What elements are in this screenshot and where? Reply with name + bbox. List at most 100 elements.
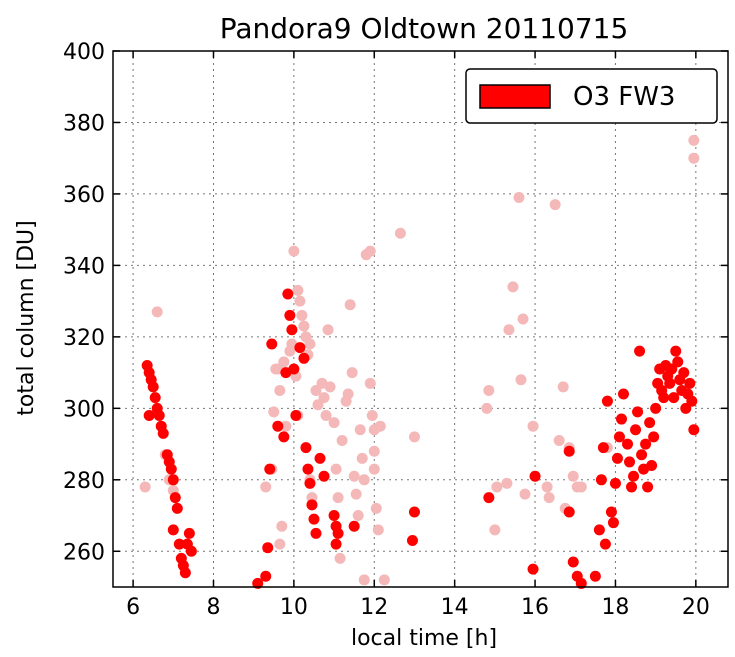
data-point (308, 513, 320, 525)
data-point (354, 424, 366, 436)
data-point (622, 438, 634, 450)
data-point (543, 492, 555, 504)
data-point (632, 406, 644, 418)
data-point (378, 574, 390, 586)
data-point (344, 299, 356, 311)
plot-frame (112, 50, 729, 588)
data-point (296, 309, 308, 321)
data-point (567, 556, 579, 568)
data-point (286, 324, 298, 336)
data-point (330, 538, 342, 550)
y-tick-label: 280 (63, 469, 105, 494)
data-point (372, 524, 384, 536)
data-point (640, 438, 652, 450)
data-point (298, 352, 310, 364)
data-point (626, 481, 638, 493)
data-point (406, 535, 418, 547)
chart-title: Pandora9 Oldtown 20110715 (220, 12, 629, 45)
data-point (589, 570, 601, 582)
data-point (358, 474, 370, 486)
data-point (519, 488, 531, 500)
data-point (364, 377, 376, 389)
data-point (575, 577, 587, 589)
data-point (563, 445, 575, 457)
data-point (157, 427, 169, 439)
data-point (634, 345, 646, 357)
data-point (272, 420, 284, 432)
x-tick-label: 6 (126, 595, 140, 620)
data-point (310, 527, 322, 539)
data-point (501, 477, 513, 489)
data-point (557, 381, 569, 393)
data-point (609, 477, 621, 489)
data-point (288, 245, 300, 257)
data-point (358, 574, 370, 586)
data-point (668, 392, 680, 404)
data-point (364, 245, 376, 257)
data-point (672, 356, 684, 368)
data-point (688, 424, 700, 436)
data-point (165, 463, 177, 475)
data-point (549, 199, 561, 211)
data-point (342, 388, 354, 400)
data-point (179, 567, 191, 579)
data-point (567, 470, 579, 482)
x-tick-label: 16 (521, 595, 549, 620)
data-point (282, 288, 294, 300)
data-point (394, 227, 406, 239)
data-point (615, 413, 627, 425)
data-point (515, 374, 527, 386)
data-point (332, 527, 344, 539)
data-point (529, 470, 541, 482)
data-point (332, 492, 344, 504)
data-point (624, 456, 636, 468)
data-point (252, 577, 264, 589)
data-point (352, 510, 364, 522)
x-tick-label: 10 (280, 595, 308, 620)
data-point (306, 499, 318, 511)
axis-ticks (113, 50, 728, 587)
data-point (489, 524, 501, 536)
data-point (304, 338, 316, 350)
data-point (298, 320, 310, 332)
legend-box (465, 68, 718, 124)
data-point (408, 431, 420, 443)
data-point (334, 552, 346, 564)
data-point (318, 470, 330, 482)
data-point (284, 309, 296, 321)
data-point (143, 409, 155, 421)
data-point (266, 338, 278, 350)
legend: O3 FW3 (465, 68, 718, 124)
data-point (613, 431, 625, 443)
data-point (483, 384, 495, 396)
data-point (366, 409, 378, 421)
data-point (185, 545, 197, 557)
data-point (650, 402, 662, 414)
data-point (517, 313, 529, 325)
data-point (304, 477, 316, 489)
data-point (527, 420, 539, 432)
data-point (278, 431, 290, 443)
data-point (648, 431, 660, 443)
data-point (274, 384, 286, 396)
y-tick-label: 400 (63, 40, 105, 65)
data-point (320, 409, 332, 421)
data-point (607, 517, 619, 529)
data-point (139, 481, 151, 493)
data-point (658, 392, 670, 404)
data-point (553, 434, 565, 446)
data-point (328, 510, 340, 522)
data-point (278, 356, 290, 368)
data-point (678, 367, 690, 379)
data-point (628, 470, 640, 482)
data-point (686, 395, 698, 407)
data-point (274, 538, 286, 550)
data-point (149, 392, 161, 404)
y-tick-label: 360 (63, 183, 105, 208)
data-point (183, 527, 195, 539)
legend-label: O3 FW3 (573, 82, 675, 112)
data-point (541, 481, 553, 493)
data-point (173, 538, 185, 550)
x-tick-label: 8 (206, 595, 220, 620)
